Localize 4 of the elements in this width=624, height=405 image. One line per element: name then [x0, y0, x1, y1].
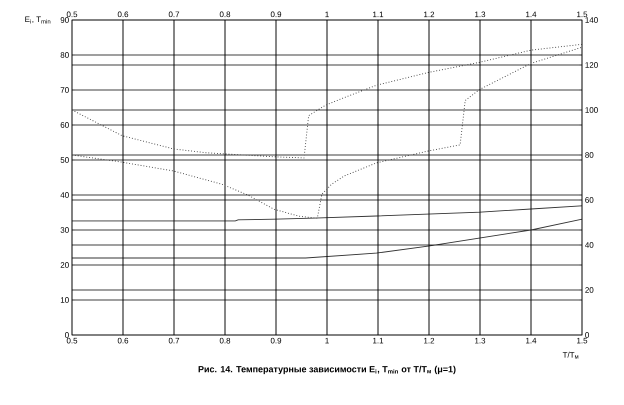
line-series	[72, 46, 582, 219]
line-series	[72, 218, 582, 258]
line-series	[72, 44, 582, 158]
text: Рис. 14. Температурные зависимости E$_{i}$, T$_{min}$ от T/T$_{м}$ (μ=1)	[198, 366, 456, 374]
